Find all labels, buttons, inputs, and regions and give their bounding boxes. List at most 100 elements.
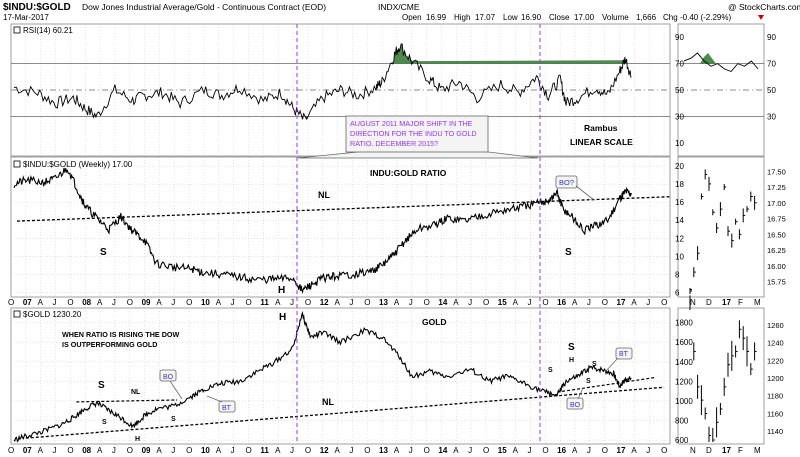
gold-big-neckline: NL: [322, 397, 334, 407]
ratio-x-label: J: [646, 298, 650, 307]
ratio-neckline-label: NL: [318, 190, 330, 200]
gold-x-label: O: [364, 446, 370, 455]
gold-x-label: 15: [498, 446, 507, 455]
ratio-breakout-pointer: [575, 185, 595, 201]
gold-right-small-h: H: [569, 357, 574, 364]
ratio-x-label: A: [394, 298, 400, 307]
high-value: 17.07: [475, 13, 496, 22]
rsi-side-line: [683, 52, 759, 73]
ratio-x-label: A: [275, 298, 281, 307]
gold-side-frame: [677, 307, 765, 445]
ratio-side-tick-label: 17.50: [767, 167, 786, 176]
ratio-side-x-label: 17: [722, 298, 731, 307]
gold-side-x-label: D: [706, 446, 712, 455]
ratio-x-label: O: [602, 298, 608, 307]
ratio-x-label: 10: [201, 298, 210, 307]
gold-x-label: 08: [82, 446, 91, 455]
ratio-side-tick-label: 15.75: [767, 278, 786, 287]
ratio-x-label: A: [216, 298, 222, 307]
gold-x-label: J: [349, 446, 353, 455]
rsi-side-tick-label: 30: [767, 112, 776, 121]
ratio-x-label: J: [587, 298, 591, 307]
ratio-x-label: 17: [617, 298, 626, 307]
gold-x-label: J: [646, 446, 650, 455]
gold-side-x-label: F: [738, 446, 743, 455]
gold-annotations: $GOLD 1230.20 GOLD WHEN RATIO IS RISING …: [13, 310, 633, 443]
gold-x-label: O: [542, 446, 548, 455]
ratio-right-shoulder: S: [565, 247, 572, 258]
ratio-x-label: J: [112, 298, 116, 307]
gold-x-label: J: [409, 446, 413, 455]
gold-side-tick-label: 1160: [767, 409, 783, 418]
gold-x-label: J: [587, 446, 591, 455]
ratio-tick-label: 10: [675, 252, 684, 261]
ratio-x-label: J: [468, 298, 472, 307]
ratio-price-line: [13, 167, 632, 294]
gold-x-label: J: [53, 446, 57, 455]
ratio-x-label: O: [67, 298, 73, 307]
gold-x-label: A: [335, 446, 341, 455]
rsi-side-tick-label: 90: [767, 33, 776, 42]
ratio-x-label: J: [53, 298, 57, 307]
gold-side-x-label: 17: [722, 446, 731, 455]
rsi-tick-label: 10: [675, 139, 684, 148]
rsi-tick-label: 70: [675, 60, 684, 69]
gold-big-head: H: [279, 312, 286, 323]
ratio-legend-swatch: [13, 160, 21, 168]
low-label: Low: [503, 13, 518, 22]
ratio-x-label: 16: [557, 298, 566, 307]
ratio-x-label: A: [38, 298, 44, 307]
gold-right-small-s2: S: [592, 361, 597, 368]
gold-x-label: A: [156, 446, 162, 455]
ratio-x-label: 09: [142, 298, 151, 307]
ratio-x-label: O: [127, 298, 133, 307]
ratio-tick-label: 14: [675, 216, 684, 225]
gold-tick-label: 1200: [675, 377, 693, 386]
gold-side-x-label: M: [754, 446, 761, 455]
chart-description: Dow Jones Industrial Average/Gold - Cont…: [82, 2, 326, 12]
gold-x-label: A: [513, 446, 519, 455]
gold-x-label: J: [231, 446, 235, 455]
ratio-x-label: 08: [82, 298, 91, 307]
ratio-tick-label: 12: [675, 234, 684, 243]
gold-x-label: J: [171, 446, 175, 455]
gold-x-label: 13: [379, 446, 388, 455]
ratio-side-x-label: F: [738, 298, 743, 307]
author-label: Rambus: [584, 123, 618, 133]
rsi-line: [13, 43, 632, 121]
gold-bt-pointer: [206, 395, 223, 403]
ratio-x-label: A: [335, 298, 341, 307]
ratio-left-shoulder: S: [100, 247, 107, 258]
ratio-x-label: A: [453, 298, 459, 307]
ratio-x-label: J: [290, 298, 294, 307]
ratio-side-x-label: D: [706, 298, 712, 307]
ratio-x-label: 07: [23, 298, 32, 307]
gold-x-label: O: [245, 446, 251, 455]
ratio-tick-label: 16: [675, 198, 684, 207]
ratio-x-label: A: [631, 298, 637, 307]
ratio-side-x-label: M: [754, 298, 761, 307]
gold-x-label: O: [602, 446, 608, 455]
gold-x-label: 14: [438, 446, 447, 455]
gold-right-bt-label: BT: [619, 351, 629, 358]
gold-note-line2: IS OUTPERFORMING GOLD: [62, 340, 157, 349]
gold-x-label: 11: [260, 446, 269, 455]
ratio-x-label: O: [8, 298, 14, 307]
gold-side-tick-label: 1240: [767, 339, 784, 348]
gold-x-label: O: [424, 446, 430, 455]
ratio-x-label: A: [97, 298, 103, 307]
gold-plot: [11, 310, 670, 443]
gold-x-label: 16: [557, 446, 566, 455]
gold-small-neckline-line: [76, 399, 178, 403]
ratio-side-tick-label: 16.50: [767, 230, 786, 239]
ratio-x-label: J: [171, 298, 175, 307]
rsi-overbought-fill: [390, 43, 627, 64]
gold-right-small-s1: S: [548, 367, 553, 374]
ratio-side-tick-label: 17.00: [767, 199, 786, 208]
gold-x-label: O: [305, 446, 311, 455]
chart-exchange: INDX/CME: [378, 2, 420, 12]
gold-price-line: [13, 310, 632, 443]
open-label: Open: [402, 13, 422, 22]
ratio-x-label: O: [186, 298, 192, 307]
gold-x-label: J: [112, 446, 116, 455]
